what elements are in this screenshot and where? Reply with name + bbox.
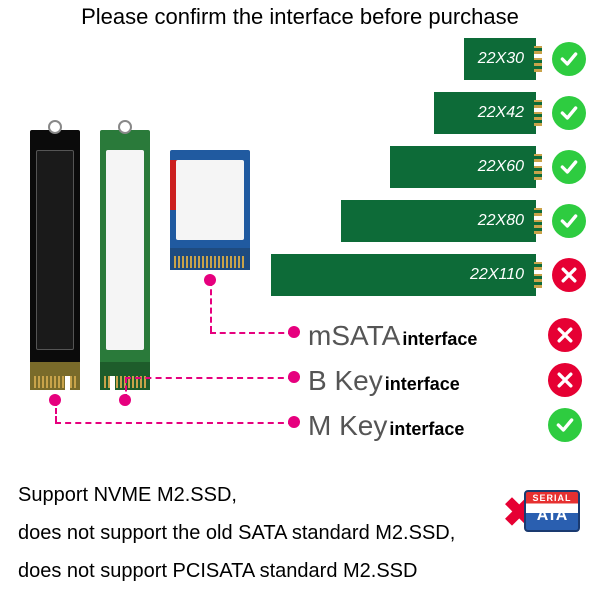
check-icon: [548, 408, 582, 442]
footer-line: Support NVME M2.SSD,: [18, 476, 582, 514]
callout-line: [210, 332, 294, 334]
ssd-mkey-illustration: [30, 130, 80, 390]
ssd-bkey-illustration: [100, 130, 150, 390]
footer-line: does not support the old SATA standard M…: [18, 514, 582, 552]
callout-line: [125, 377, 294, 379]
interface-label-big: mSATA: [308, 320, 400, 352]
footer-text: Support NVME M2.SSD, does not support th…: [18, 476, 582, 590]
size-bar-22X60: 22X60: [390, 146, 536, 188]
callout-line: [55, 400, 57, 422]
cross-icon: [552, 258, 586, 292]
check-icon: [552, 96, 586, 130]
cross-icon: [548, 363, 582, 397]
callout-line: [55, 422, 294, 424]
cross-icon: [548, 318, 582, 352]
interface-row-msata: mSATAinterface: [308, 320, 477, 352]
size-bar-22X80: 22X80: [341, 200, 536, 242]
check-icon: [552, 150, 586, 184]
size-bar-22X42: 22X42: [434, 92, 536, 134]
interface-label-small: interface: [402, 329, 477, 350]
interface-row-bkey: B Keyinterface: [308, 365, 460, 397]
interface-label-big: B Key: [308, 365, 383, 397]
interface-label-small: interface: [385, 374, 460, 395]
ssd-msata-illustration: [170, 150, 250, 270]
interface-label-small: interface: [389, 419, 464, 440]
check-icon: [552, 42, 586, 76]
interface-label-big: M Key: [308, 410, 387, 442]
footer-line: does not support PCISATA standard M2.SSD: [18, 552, 582, 590]
size-bar-22X30: 22X30: [464, 38, 536, 80]
check-icon: [552, 204, 586, 238]
interface-row-mkey: M Keyinterface: [308, 410, 464, 442]
size-bar-22X110: 22X110: [271, 254, 536, 296]
callout-line: [125, 377, 127, 400]
callout-line: [210, 280, 212, 332]
page-title: Please confirm the interface before purc…: [0, 4, 600, 30]
